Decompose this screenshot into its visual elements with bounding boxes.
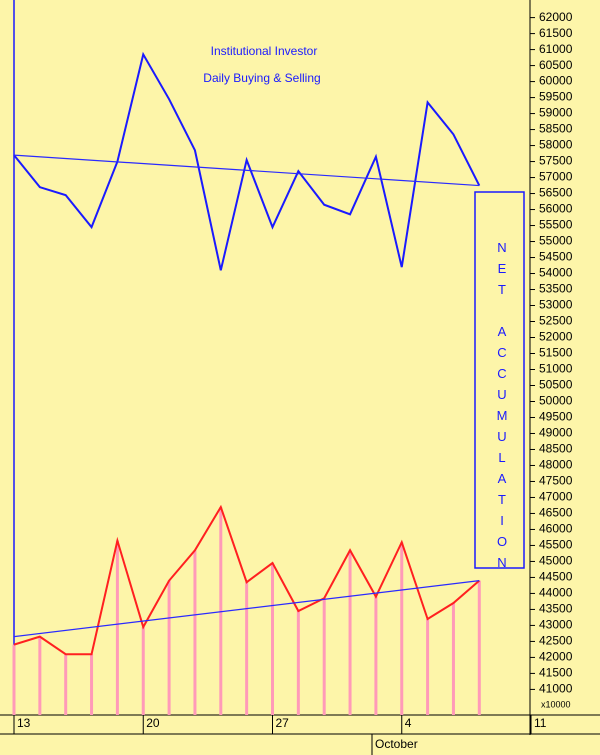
y-tick-label: 58000 bbox=[539, 138, 573, 152]
y-tick-label: 62000 bbox=[539, 10, 573, 24]
y-tick-label: 56000 bbox=[539, 202, 573, 216]
month-label: October bbox=[375, 737, 418, 751]
series-line bbox=[13, 51, 481, 271]
chart-subtitle: Daily Buying & Selling bbox=[203, 71, 320, 85]
y-tick-label: 50000 bbox=[539, 394, 573, 408]
y-tick-label: 43000 bbox=[539, 618, 573, 632]
y-tick-label: 41500 bbox=[539, 666, 573, 680]
x-tick-label: 11 bbox=[534, 716, 547, 730]
x-tick-label: 4 bbox=[405, 716, 412, 730]
x-tick-label: 20 bbox=[146, 716, 160, 730]
y-tick-label: 58500 bbox=[539, 122, 573, 136]
y-tick-label: 47000 bbox=[539, 490, 573, 504]
series-line bbox=[13, 504, 480, 656]
y-tick-label: 57000 bbox=[539, 170, 573, 184]
y-tick-label: 45500 bbox=[539, 538, 573, 552]
y-tick-label: 41000 bbox=[539, 682, 573, 696]
y-tick-label: 49500 bbox=[539, 410, 573, 424]
chart-title: Institutional Investor bbox=[211, 44, 318, 58]
y-tick-label: 51000 bbox=[539, 362, 573, 376]
y-tick-label: 45000 bbox=[539, 554, 573, 568]
y-tick-label: 42500 bbox=[539, 634, 573, 648]
y-tick-label: 60500 bbox=[539, 58, 573, 72]
y-tick-label: 51500 bbox=[539, 346, 573, 360]
y-tick-label: 47500 bbox=[539, 474, 573, 488]
y-tick-label: 44000 bbox=[539, 586, 573, 600]
y-tick-label: 61500 bbox=[539, 26, 573, 40]
trend-line bbox=[13, 154, 480, 187]
y-tick-label: 44500 bbox=[539, 570, 573, 584]
y-axis-note: x10000 bbox=[541, 699, 571, 709]
y-tick-label: 49000 bbox=[539, 426, 573, 440]
y-tick-label: 46500 bbox=[539, 506, 573, 520]
y-tick-label: 48000 bbox=[539, 458, 573, 472]
y-tick-label: 59500 bbox=[539, 90, 573, 104]
y-tick-label: 56500 bbox=[539, 186, 573, 200]
y-tick-label: 52000 bbox=[539, 330, 573, 344]
y-tick-label: 53000 bbox=[539, 298, 573, 312]
trend-line bbox=[13, 580, 480, 638]
y-tick-label: 50500 bbox=[539, 378, 573, 392]
x-tick-label: 27 bbox=[276, 716, 290, 730]
y-tick-label: 55000 bbox=[539, 234, 573, 248]
y-tick-label: 43500 bbox=[539, 602, 573, 616]
y-tick-label: 54000 bbox=[539, 266, 573, 280]
y-tick-label: 61000 bbox=[539, 42, 573, 56]
annotation-box bbox=[474, 191, 525, 569]
y-tick-label: 55500 bbox=[539, 218, 573, 232]
y-tick-label: 60000 bbox=[539, 74, 573, 88]
y-tick-label: 48500 bbox=[539, 442, 573, 456]
x-tick-label: 13 bbox=[17, 716, 31, 730]
y-tick-label: 42000 bbox=[539, 650, 573, 664]
y-tick-label: 53500 bbox=[539, 282, 573, 296]
y-tick-label: 59000 bbox=[539, 106, 573, 120]
y-tick-label: 54500 bbox=[539, 250, 573, 264]
annotation: NET ACCUMULATION bbox=[495, 240, 510, 576]
y-tick-label: 52500 bbox=[539, 314, 573, 328]
y-tick-label: 46000 bbox=[539, 522, 573, 536]
y-tick-label: 57500 bbox=[539, 154, 573, 168]
